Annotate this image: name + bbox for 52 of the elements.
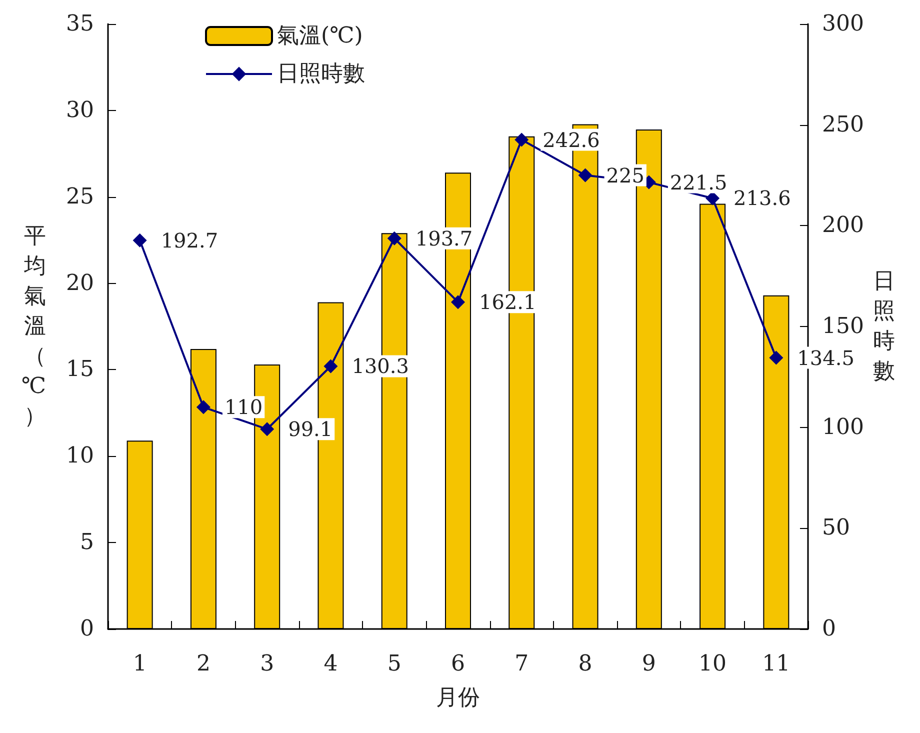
y-tick-label: 30 bbox=[66, 98, 94, 123]
x-tick-label: 8 bbox=[578, 652, 592, 676]
y-tick-label: 20 bbox=[66, 270, 94, 296]
x-tick-label: 3 bbox=[260, 652, 274, 676]
x-tick-label: 5 bbox=[387, 652, 402, 676]
data-label: 162.1 bbox=[479, 290, 536, 314]
y2-tick-label: 50 bbox=[822, 516, 850, 541]
x-tick-label: 1 bbox=[132, 652, 147, 676]
y-tick-label: 10 bbox=[66, 444, 94, 469]
y-tick-label: 25 bbox=[66, 184, 94, 210]
data-label: 110 bbox=[224, 395, 263, 420]
x-tick-label: 10 bbox=[698, 652, 727, 676]
legend-label: 日照時數 bbox=[277, 62, 365, 86]
y-tick-label: 35 bbox=[66, 12, 94, 36]
y-tick-label: 15 bbox=[66, 357, 94, 382]
point bbox=[514, 132, 529, 147]
data-label: 192.7 bbox=[160, 228, 218, 252]
x-tick-label: 2 bbox=[196, 652, 210, 676]
y2-tick-label: 150 bbox=[822, 314, 864, 339]
point bbox=[324, 359, 338, 374]
x-tick-label: 7 bbox=[514, 652, 529, 676]
y2-tick-label: 300 bbox=[822, 12, 864, 36]
y-axis-title: 平均氣溫（℃） bbox=[21, 224, 46, 429]
data-label: 225 bbox=[606, 163, 644, 188]
y2-tick-label: 200 bbox=[822, 213, 864, 238]
data-label: 130.3 bbox=[352, 354, 409, 378]
x-tick-label: 4 bbox=[324, 652, 338, 676]
y2-tick-label: 100 bbox=[822, 414, 864, 440]
point bbox=[132, 233, 147, 248]
data-label: 213.6 bbox=[734, 186, 791, 210]
point bbox=[706, 191, 720, 206]
x-axis-title: 月份 bbox=[436, 686, 480, 710]
x-tick-label: 6 bbox=[451, 652, 465, 676]
point bbox=[196, 400, 210, 414]
data-label: 134.5 bbox=[797, 346, 854, 370]
y-tick-label: 0 bbox=[80, 616, 94, 642]
point bbox=[451, 295, 465, 310]
y2-tick-label: 0 bbox=[822, 616, 836, 642]
y-tick-label: 5 bbox=[80, 530, 94, 556]
data-label: 193.7 bbox=[415, 226, 473, 250]
data-label: 242.6 bbox=[542, 128, 600, 152]
y2-tick-label: 250 bbox=[822, 112, 864, 138]
x-tick-label: 9 bbox=[642, 652, 656, 676]
data-label: 221.5 bbox=[670, 170, 728, 194]
legend-label: 氣溫(℃) bbox=[277, 24, 363, 48]
point bbox=[578, 168, 592, 182]
point bbox=[260, 422, 274, 436]
y2-axis-title: 日照時數 bbox=[873, 269, 895, 384]
point bbox=[769, 350, 784, 365]
point bbox=[387, 231, 402, 246]
data-label: 99.1 bbox=[288, 417, 333, 442]
x-tick-label: 11 bbox=[762, 652, 790, 676]
